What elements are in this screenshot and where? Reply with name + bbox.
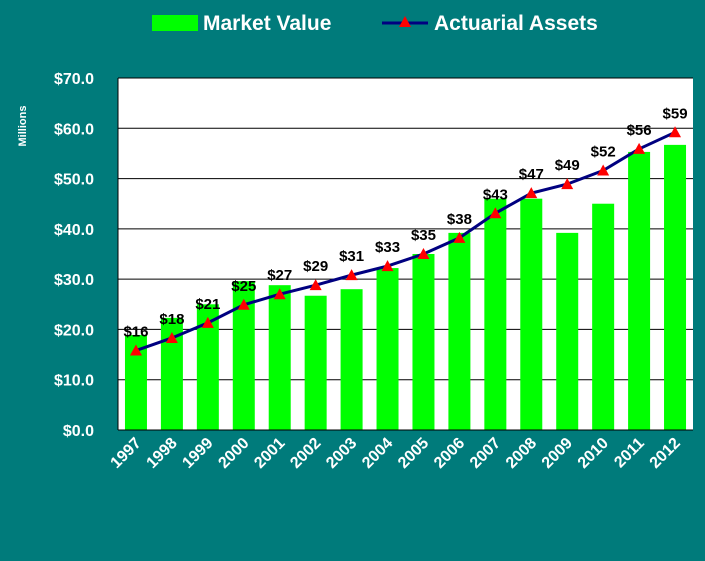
bar <box>340 289 363 430</box>
data-label: $16 <box>123 324 148 341</box>
data-label: $31 <box>339 248 364 265</box>
marker <box>201 316 214 328</box>
bar <box>412 254 435 430</box>
marker <box>489 207 502 219</box>
data-label: $47 <box>519 166 544 183</box>
legend-label: Market Value <box>203 12 331 35</box>
bar <box>556 232 579 430</box>
legend-label: Actuarial Assets <box>434 12 598 35</box>
marker <box>561 178 574 190</box>
marker <box>417 248 430 259</box>
legend-swatch <box>399 16 411 27</box>
y-tick-label: $20.0 <box>54 322 94 339</box>
data-label: $38 <box>447 211 472 228</box>
bar <box>124 334 147 430</box>
data-label: $35 <box>411 227 436 244</box>
data-label: $49 <box>555 157 580 174</box>
marker <box>633 142 646 154</box>
marker <box>453 231 466 243</box>
data-label: $25 <box>231 278 256 295</box>
data-label: $56 <box>627 122 652 139</box>
y-tick-label: $30.0 <box>54 272 94 289</box>
marker <box>129 344 142 356</box>
bar <box>232 281 255 430</box>
marker <box>165 331 178 343</box>
line <box>135 130 676 352</box>
y-tick-label: $50.0 <box>54 172 94 189</box>
y-axis-label: Millions <box>17 106 29 147</box>
bar <box>160 317 183 430</box>
y-tick-label: $40.0 <box>54 222 94 239</box>
legend-swatch <box>152 15 198 31</box>
data-label: $29 <box>303 258 328 275</box>
marker <box>381 260 394 272</box>
marker <box>345 269 358 281</box>
data-label: $21 <box>195 296 220 313</box>
data-label: $33 <box>375 239 400 256</box>
data-label: $18 <box>159 311 184 328</box>
bar <box>484 198 507 430</box>
marker <box>309 279 322 291</box>
marker <box>597 164 610 176</box>
bar <box>628 151 651 431</box>
data-label: $27 <box>267 267 292 284</box>
bar <box>376 268 399 430</box>
data-label: $52 <box>591 144 616 161</box>
y-tick-label: $0.0 <box>63 423 94 440</box>
bar <box>448 232 471 430</box>
bar <box>196 304 219 430</box>
y-tick-label: $10.0 <box>54 373 94 390</box>
data-label: $59 <box>663 105 688 122</box>
bar <box>664 144 687 430</box>
marker <box>525 187 538 199</box>
bar <box>592 203 615 430</box>
data-label: $43 <box>483 186 508 203</box>
marker <box>273 288 286 300</box>
y-tick-label: $70.0 <box>54 71 94 88</box>
marker <box>669 126 682 138</box>
marker <box>237 298 250 310</box>
bar <box>304 295 327 430</box>
bar <box>268 285 291 430</box>
bar <box>520 198 543 430</box>
y-tick-label: $60.0 <box>54 121 94 138</box>
